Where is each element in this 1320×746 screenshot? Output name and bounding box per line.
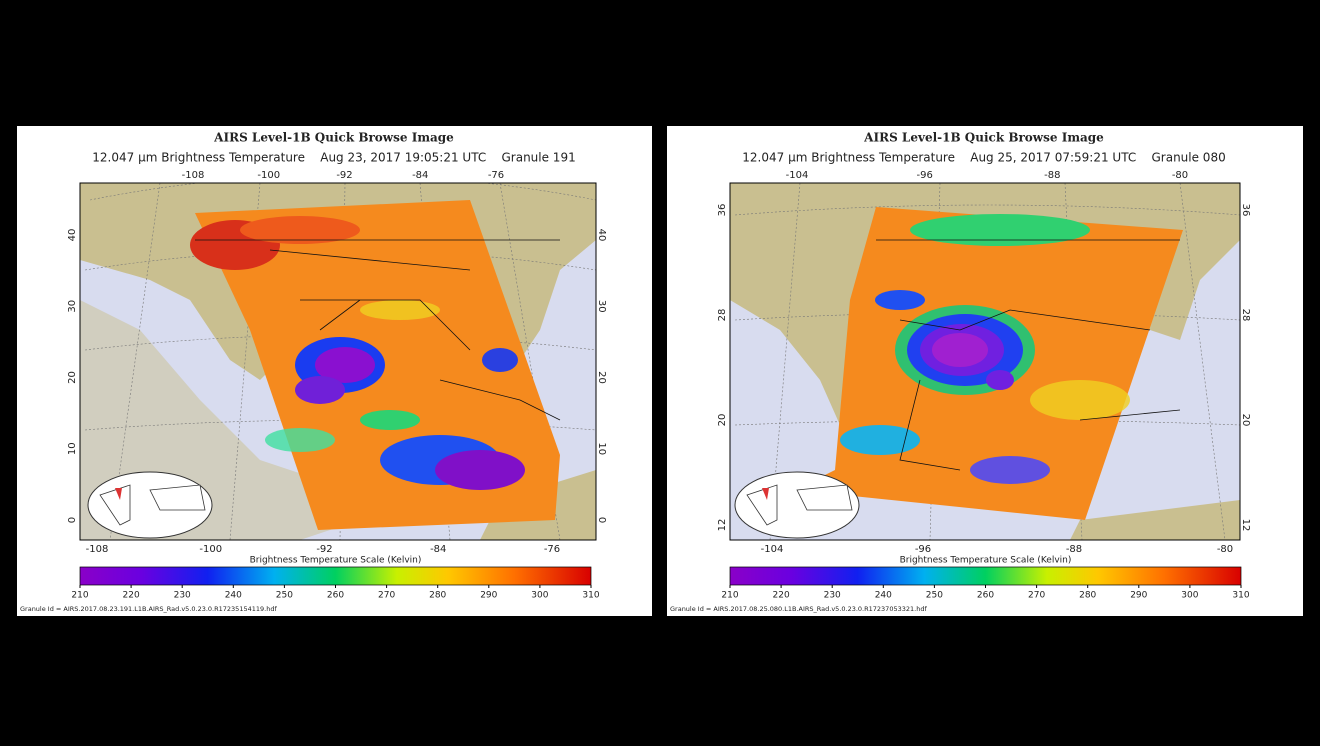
lon-tick-label: -84 <box>412 170 428 181</box>
lat-tick-label: 40 <box>596 229 607 242</box>
granule-id: Granule Id = AIRS.2017.08.25.080.L1B.AIR… <box>670 605 927 613</box>
colorbar-tick-label: 260 <box>327 591 344 601</box>
lon-tick-label: -104 <box>761 544 784 555</box>
colorbar-tick-label: 230 <box>824 591 841 601</box>
lat-tick-label: 30 <box>596 300 607 313</box>
colorbar-tick-label: 220 <box>773 591 790 601</box>
lon-tick-label: -76 <box>544 544 560 555</box>
panel-subtitle: 12.047 μm Brightness Temperature Aug 23,… <box>92 151 575 165</box>
colorbar-title: Brightness Temperature Scale (Kelvin) <box>900 556 1072 566</box>
lat-tick-label: 20 <box>717 414 728 427</box>
lat-tick-label: 10 <box>596 442 607 455</box>
lon-tick-label: -104 <box>786 170 809 181</box>
colorbar-tick-label: 290 <box>480 591 497 601</box>
panel-title: AIRS Level-1B Quick Browse Image <box>863 131 1104 145</box>
lat-tick-label: 12 <box>717 519 728 532</box>
lon-tick-label: -92 <box>316 544 332 555</box>
colorbar-tick-label: 270 <box>378 591 395 601</box>
lon-tick-label: -96 <box>915 544 931 555</box>
lat-tick-label: 20 <box>1240 414 1251 427</box>
lat-tick-label: 36 <box>717 204 728 217</box>
inset-globe <box>734 471 860 539</box>
lon-tick-label: -108 <box>86 544 109 555</box>
panel-title: AIRS Level-1B Quick Browse Image <box>213 131 454 145</box>
lat-tick-label: 36 <box>1240 204 1251 217</box>
colorbar-tick-label: 310 <box>582 591 599 601</box>
lat-tick-label: 12 <box>1240 519 1251 532</box>
colorbar-tick-label: 240 <box>225 591 242 601</box>
lon-tick-label: -96 <box>916 170 932 181</box>
lon-tick-label: -100 <box>257 170 280 181</box>
lon-tick-label: -100 <box>199 544 222 555</box>
colorbar-tick-label: 300 <box>1181 591 1198 601</box>
lon-tick-label: -80 <box>1172 170 1188 181</box>
lon-tick-label: -92 <box>336 170 352 181</box>
colorbar-tick-label: 250 <box>926 591 943 601</box>
colorbar-title: Brightness Temperature Scale (Kelvin) <box>250 556 422 566</box>
lat-tick-label: 0 <box>67 517 78 523</box>
granule-id: Granule Id = AIRS.2017.08.23.191.L1B.AIR… <box>20 605 277 613</box>
colorbar-tick-label: 230 <box>174 591 191 601</box>
lat-tick-label: 0 <box>596 517 607 523</box>
colorbar-tick-label: 210 <box>71 591 88 601</box>
lat-tick-label: 10 <box>67 442 78 455</box>
colorbar-tick-label: 310 <box>1232 591 1249 601</box>
colorbar-tick-label: 280 <box>1079 591 1096 601</box>
colorbar-tick-label: 240 <box>875 591 892 601</box>
colorbar-tick-label: 270 <box>1028 591 1045 601</box>
colorbar-tick-label: 280 <box>429 591 446 601</box>
colorbar-tick-label: 220 <box>123 591 140 601</box>
lon-tick-label: -76 <box>488 170 504 181</box>
lat-tick-label: 20 <box>67 371 78 384</box>
colorbar-tick-label: 210 <box>721 591 738 601</box>
lat-tick-label: 28 <box>717 309 728 322</box>
colorbar-tick-label: 250 <box>276 591 293 601</box>
map-left <box>80 183 596 540</box>
lon-tick-label: -88 <box>1044 170 1060 181</box>
colorbar-tick-label: 300 <box>531 591 548 601</box>
lat-tick-label: 30 <box>67 300 78 313</box>
colorbar-tick-label: 260 <box>977 591 994 601</box>
lon-tick-label: -108 <box>182 170 205 181</box>
inset-globe <box>87 471 213 539</box>
lon-tick-label: -84 <box>430 544 446 555</box>
lat-tick-label: 28 <box>1240 309 1251 322</box>
map-right <box>730 183 1240 540</box>
lon-tick-label: -80 <box>1217 544 1233 555</box>
lat-tick-label: 20 <box>596 371 607 384</box>
lat-tick-label: 40 <box>67 229 78 242</box>
panel-subtitle: 12.047 μm Brightness Temperature Aug 25,… <box>742 151 1225 165</box>
lon-tick-label: -88 <box>1066 544 1082 555</box>
colorbar-tick-label: 290 <box>1130 591 1147 601</box>
colorbar <box>79 566 592 586</box>
colorbar <box>729 566 1242 586</box>
